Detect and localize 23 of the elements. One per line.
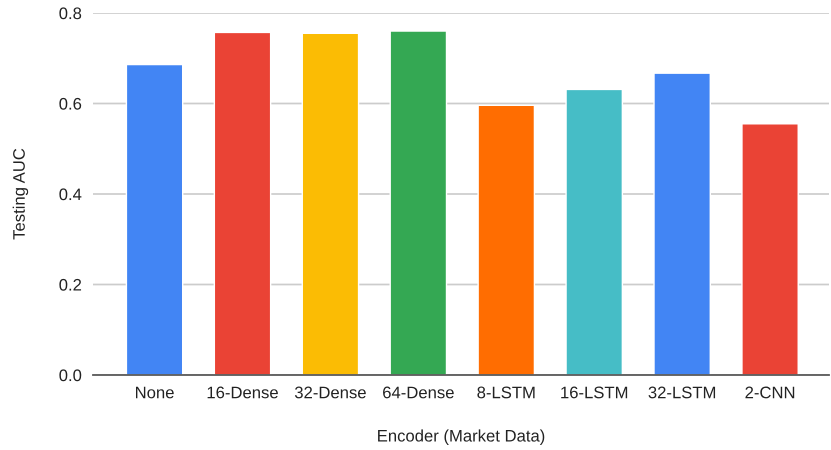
x-tick-label: 32-LSTM <box>648 386 716 398</box>
x-tick-label: 16-Dense <box>208 386 278 398</box>
y-tick-label: 0.6 <box>59 98 82 110</box>
bar <box>741 123 799 375</box>
bar <box>390 30 448 375</box>
bar <box>477 104 536 375</box>
x-tick-label: 32-Dense <box>294 386 366 398</box>
x-tick-label: 64-Dense <box>383 386 454 398</box>
bar <box>302 32 360 375</box>
y-axis-title: Testing AUC <box>12 148 28 240</box>
x-axis-title: Encoder (Market Data) <box>378 429 544 445</box>
y-tick-label: 0.4 <box>59 188 82 200</box>
y-tick-label: 0.0 <box>59 369 82 382</box>
y-tick-label: 0.2 <box>59 278 82 291</box>
x-tick-label: 8-LSTM <box>477 386 535 398</box>
bar <box>653 72 711 375</box>
x-tick-label: 16-LSTM <box>561 386 628 398</box>
bar <box>214 32 272 375</box>
bar <box>565 88 624 375</box>
x-tick-label: 2-CNN <box>745 386 794 398</box>
y-tick-label: 0.8 <box>59 7 82 20</box>
x-tick-label: None <box>136 386 174 398</box>
bar <box>126 64 184 375</box>
